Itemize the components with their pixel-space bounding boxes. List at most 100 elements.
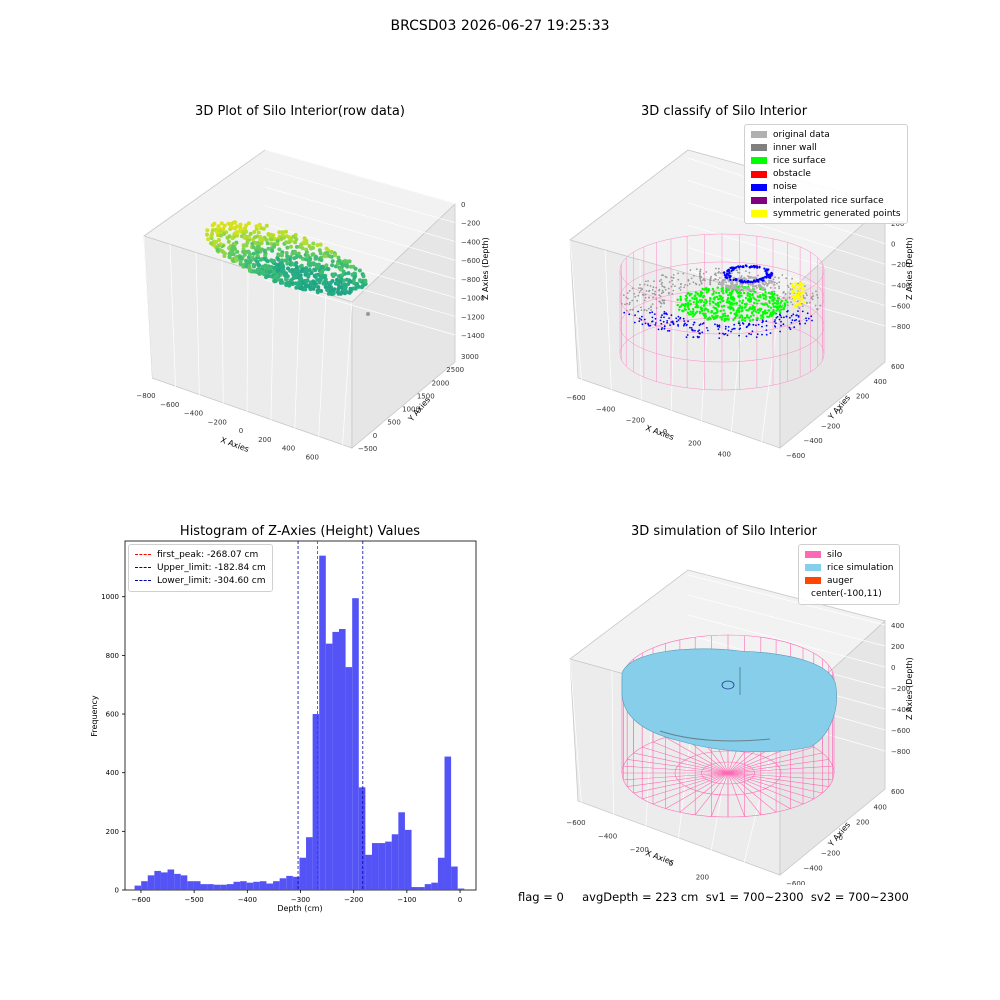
- data-point: [748, 323, 751, 326]
- data-point: [724, 318, 728, 321]
- data-point: [336, 287, 341, 292]
- data-point: [804, 322, 807, 325]
- grid-line: [341, 301, 353, 455]
- data-point: [323, 285, 328, 289]
- data-point: [685, 296, 689, 299]
- legend-label: Lower_limit: -304.60 cm: [157, 575, 266, 586]
- grid-line: [221, 260, 224, 411]
- data-point: [753, 264, 756, 268]
- histogram-bar: [358, 787, 366, 890]
- data-point: [679, 297, 682, 301]
- x-tick-label: 0: [669, 860, 673, 868]
- data-point: [344, 263, 349, 268]
- data-point: [806, 294, 808, 297]
- data-point: [660, 283, 663, 286]
- x-tick-label: −500: [185, 896, 204, 904]
- data-point: [653, 313, 656, 315]
- data-point: [281, 265, 286, 270]
- data-point: [302, 236, 307, 241]
- legend-item: obstacle: [751, 168, 901, 181]
- y-tick-label: 0: [839, 408, 843, 416]
- data-point: [225, 235, 230, 240]
- data-point: [624, 303, 626, 306]
- data-point: [257, 222, 262, 227]
- data-point: [724, 276, 727, 279]
- data-point: [748, 295, 751, 298]
- figure-title: BRCSD03 2026-06-27 19:25:33: [390, 18, 610, 34]
- data-point: [304, 250, 309, 255]
- data-point: [731, 272, 733, 274]
- data-point: [814, 304, 817, 307]
- data-point: [320, 264, 325, 269]
- data-point: [699, 279, 702, 282]
- data-point: [233, 220, 238, 225]
- grid-line: [264, 186, 456, 242]
- data-point: [216, 243, 221, 248]
- data-point: [634, 314, 636, 317]
- data-point: [340, 273, 345, 278]
- data-point: [711, 287, 715, 291]
- data-point: [205, 228, 210, 233]
- data-point: [696, 293, 700, 296]
- data-point: [683, 320, 686, 322]
- data-point: [643, 309, 646, 311]
- data-point: [700, 282, 703, 284]
- data-point: [686, 323, 688, 326]
- data-point: [644, 296, 647, 299]
- data-point: [755, 298, 758, 302]
- histogram-bar: [193, 881, 201, 890]
- panel2-zlabel: Z Axies (Depth): [905, 237, 914, 300]
- data-point: [802, 301, 806, 304]
- data-point: [715, 295, 719, 299]
- data-point: [704, 302, 707, 305]
- data-point: [209, 234, 214, 239]
- data-point: [724, 332, 727, 335]
- data-point: [749, 283, 752, 286]
- data-point: [279, 236, 284, 241]
- data-point: [764, 294, 767, 297]
- data-point: [729, 303, 732, 306]
- data-point: [768, 309, 771, 312]
- data-point: [762, 294, 765, 297]
- data-point: [690, 277, 693, 280]
- data-point: [804, 297, 806, 300]
- legend-item: original data: [751, 128, 901, 141]
- data-point: [733, 327, 736, 330]
- data-point: [773, 281, 776, 284]
- data-point: [746, 294, 749, 297]
- data-point: [234, 224, 239, 229]
- data-point: [767, 281, 771, 285]
- data-point: [811, 319, 813, 322]
- data-point: [749, 275, 752, 279]
- data-point: [694, 329, 696, 332]
- data-point: [729, 296, 733, 299]
- data-point: [754, 290, 757, 294]
- data-point: [783, 291, 785, 293]
- data-point: [305, 253, 310, 258]
- data-point: [734, 314, 738, 318]
- data-point: [311, 245, 315, 250]
- data-point: [694, 282, 697, 285]
- data-point: [769, 332, 772, 334]
- data-point: [658, 280, 661, 283]
- data-point: [315, 277, 320, 282]
- data-point: [726, 270, 729, 273]
- data-point: [658, 294, 661, 297]
- data-point: [713, 279, 715, 282]
- data-point: [693, 321, 696, 324]
- z-tick-label: −1400: [461, 332, 485, 340]
- legend-item: auger: [805, 574, 893, 587]
- y-tick-label: 800: [106, 652, 119, 660]
- data-point: [672, 274, 675, 276]
- data-point: [788, 296, 791, 299]
- data-point: [802, 295, 805, 297]
- legend-label: obstacle: [773, 169, 811, 180]
- data-point: [799, 285, 803, 288]
- data-point: [672, 321, 674, 324]
- data-point: [655, 307, 658, 309]
- grid-line: [687, 594, 886, 647]
- panel1-points: [205, 220, 370, 316]
- histogram-bar: [292, 876, 300, 890]
- data-point: [645, 309, 648, 312]
- data-point: [660, 328, 663, 331]
